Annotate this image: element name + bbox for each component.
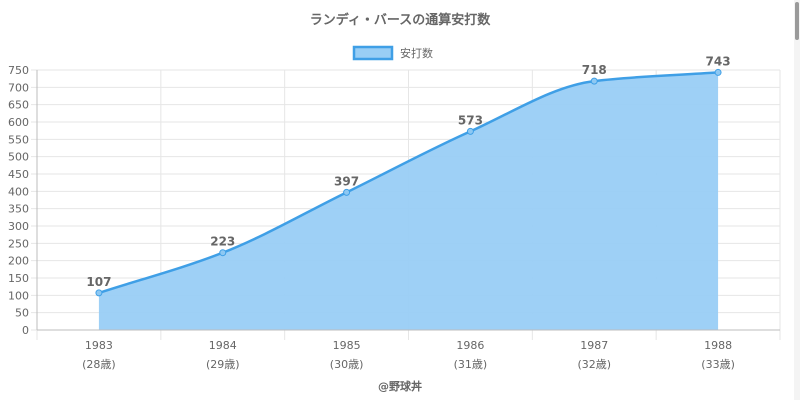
- series-fill: [98, 72, 719, 330]
- x-tick-sublabel: (30歳): [330, 358, 364, 371]
- y-tick-label: 600: [8, 116, 29, 129]
- data-label: 718: [582, 63, 607, 77]
- data-label: 397: [334, 174, 359, 188]
- x-tick-label: 1987: [580, 339, 608, 352]
- y-tick-label: 100: [8, 289, 29, 302]
- data-label: 107: [86, 275, 111, 289]
- y-tick-label: 750: [8, 64, 29, 77]
- legend[interactable]: 安打数: [352, 45, 433, 61]
- data-point: [219, 249, 227, 257]
- data-point: [590, 77, 598, 85]
- y-tick-label: 400: [8, 185, 29, 198]
- y-tick-label: 150: [8, 272, 29, 285]
- y-tick-label: 350: [8, 203, 29, 216]
- footer-credit: @野球丼: [378, 379, 422, 393]
- x-tick-label: 1985: [333, 339, 361, 352]
- axes: 0 50 100 150 200 250 300 350 400 450 500 550 600 650 7…: [8, 64, 780, 371]
- x-tick-label: 1986: [456, 339, 484, 352]
- series-area: [98, 71, 719, 330]
- x-tick-label: 1983: [85, 339, 113, 352]
- chart-title: ランディ・バースの通算安打数: [310, 12, 491, 28]
- y-tick-label: 650: [8, 99, 29, 112]
- x-tick-label: 1988: [704, 339, 732, 352]
- data-label: 223: [210, 235, 235, 249]
- y-tick-label: 550: [8, 133, 29, 146]
- y-tick-label: 50: [15, 307, 29, 320]
- legend-swatch[interactable]: [352, 45, 394, 61]
- series-line: [98, 71, 719, 295]
- data-labels: 107 223 397 573 718 743: [86, 54, 730, 288]
- data-point: [95, 289, 103, 297]
- scrollbar-thumb[interactable]: [795, 2, 799, 40]
- x-tick-label: 1984: [209, 339, 237, 352]
- y-tick-label: 450: [8, 168, 29, 181]
- x-tick-sublabel: (28歳): [82, 358, 116, 371]
- y-tick-label: 500: [8, 151, 29, 164]
- data-label: 573: [458, 113, 483, 127]
- scrollbar[interactable]: [794, 0, 800, 400]
- data-label: 743: [706, 54, 731, 68]
- data-point: [466, 127, 474, 135]
- legend-label[interactable]: 安打数: [400, 46, 433, 60]
- data-point: [343, 188, 351, 196]
- x-tick-sublabel: (33歳): [701, 358, 735, 371]
- y-tick-label: 250: [8, 237, 29, 250]
- x-tick-sublabel: (31歳): [454, 358, 488, 371]
- y-tick-label: 700: [8, 81, 29, 94]
- y-tick-label: 0: [22, 324, 29, 337]
- x-tick-sublabel: (29歳): [206, 358, 240, 371]
- y-tick-label: 300: [8, 220, 29, 233]
- x-tick-sublabel: (32歳): [577, 358, 611, 371]
- data-points: [95, 68, 722, 297]
- data-point: [714, 68, 722, 76]
- y-tick-label: 200: [8, 255, 29, 268]
